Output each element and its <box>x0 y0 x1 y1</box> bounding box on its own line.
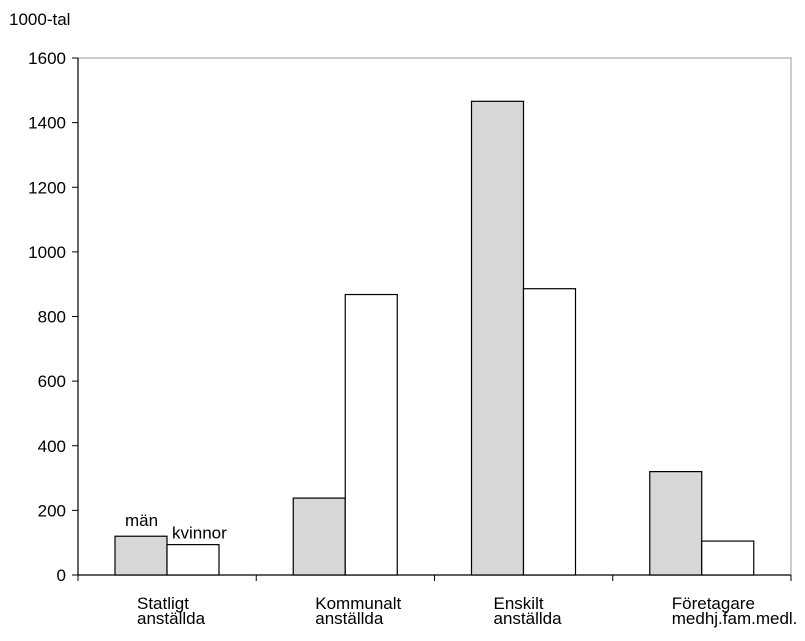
series-label-kvinnor: kvinnor <box>172 524 227 543</box>
y-tick-label: 400 <box>38 437 66 456</box>
y-tick-label: 600 <box>38 372 66 391</box>
y-tick-label: 1200 <box>28 178 66 197</box>
x-category-label: Kommunalt anställda <box>315 594 401 628</box>
bar-män-1 <box>292 497 346 576</box>
bars <box>114 100 755 576</box>
x-category-label-line: Enskilt <box>494 594 544 613</box>
x-category-label-line: anställda <box>315 609 384 628</box>
y-tick-label: 200 <box>38 501 66 520</box>
x-category-label-line: Företagare <box>672 594 755 613</box>
y-tick-label: 1000 <box>28 243 66 262</box>
bar-kvinnor-1 <box>344 293 398 576</box>
bar-män-3 <box>649 471 703 576</box>
bar-män-0 <box>114 535 168 576</box>
x-category-label-line: medhj.fam.medl. <box>672 609 798 628</box>
bar-kvinnor-0 <box>166 544 220 576</box>
y-axis-unit-label: 1000-tal <box>9 10 70 29</box>
y-tick-label: 1400 <box>28 114 66 133</box>
bar-män-2 <box>470 100 525 576</box>
bar-kvinnor-2 <box>522 288 577 576</box>
y-tick-label: 800 <box>38 308 66 327</box>
x-category-label: Enskilt anställda <box>494 594 563 628</box>
y-tick-label: 0 <box>57 566 66 585</box>
y-axis: 0 200 400 600 800 1000 1200 1400 1600 <box>28 49 79 585</box>
x-category-label-line: Kommunalt <box>315 594 401 613</box>
y-tick-label: 1600 <box>28 49 66 68</box>
x-category-label: Statligt anställda <box>137 594 206 628</box>
x-category-label-line: Statligt <box>137 594 189 613</box>
series-label-män: män <box>125 511 158 530</box>
x-category-label-line: anställda <box>494 609 563 628</box>
x-category-label: Företagare medhj.fam.medl. <box>672 594 798 628</box>
labels: män kvinnor <box>125 511 227 542</box>
bar-kvinnor-3 <box>701 540 755 576</box>
x-category-label-line: anställda <box>137 609 206 628</box>
